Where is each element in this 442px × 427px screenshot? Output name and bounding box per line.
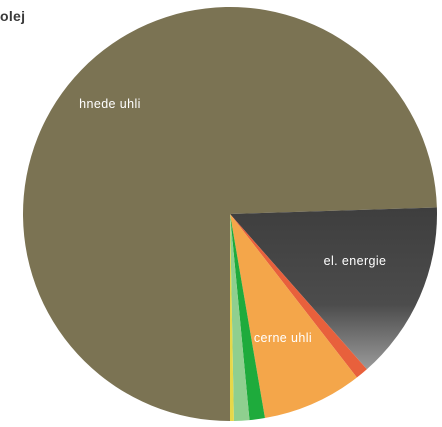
slice-label: el. energie <box>324 254 387 268</box>
pie-slice <box>230 214 234 421</box>
slice-label: cerne uhli <box>254 331 312 345</box>
chart-title: olej <box>0 8 26 24</box>
pie-slice <box>230 214 265 421</box>
slice-label: hnede uhli <box>79 97 141 111</box>
pie-slice <box>230 214 250 421</box>
pie-slice <box>230 214 367 378</box>
pie-slice <box>23 6 437 421</box>
pie-slice <box>230 207 437 370</box>
pie-slice <box>230 214 357 419</box>
